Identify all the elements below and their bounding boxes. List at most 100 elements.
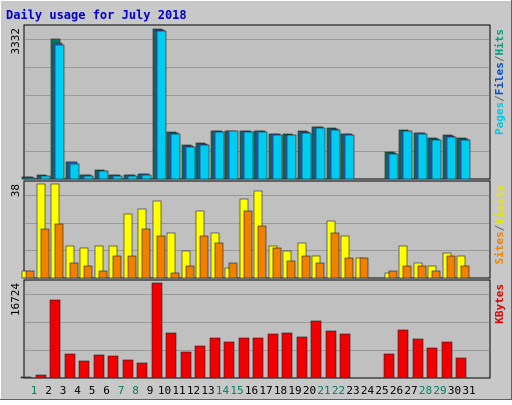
bar-kbytes-day-18 — [267, 333, 279, 379]
day-label-9: 9 — [147, 384, 154, 397]
bar-kbytes-day-3 — [49, 299, 61, 379]
bar-sites-day-31 — [460, 265, 470, 279]
bar-sites-day-5 — [83, 265, 93, 279]
bar-pages-day-21 — [315, 127, 326, 180]
bar-sites-day-21 — [315, 262, 325, 279]
bar-sites-day-27 — [402, 265, 412, 279]
bar-kbytes-day-31 — [455, 357, 467, 379]
bar-sites-day-17 — [257, 225, 267, 279]
bar-pages-day-29 — [431, 139, 442, 180]
day-label-6: 6 — [103, 384, 110, 397]
bar-kbytes-day-13 — [194, 345, 206, 379]
series-kbytes — [20, 282, 467, 379]
bar-sites-day-1 — [25, 270, 35, 279]
bar-pages-day-16 — [243, 131, 254, 180]
bar-sites-day-6 — [98, 270, 108, 279]
bar-kbytes-day-23 — [339, 333, 351, 379]
legend-item: Visits — [493, 185, 506, 225]
bar-pages-day-17 — [257, 131, 268, 180]
day-label-17: 17 — [259, 384, 272, 397]
day-label-13: 13 — [201, 384, 214, 397]
legend-item: Files — [493, 62, 506, 95]
panel-kbytes: 16724 KBytes — [9, 279, 506, 379]
bar-sites-day-20 — [301, 255, 311, 279]
legend-item: KBytes — [493, 284, 506, 324]
legend-item: / — [493, 55, 506, 62]
bar-pages-day-11 — [170, 133, 181, 180]
bar-kbytes-day-26 — [383, 353, 395, 379]
bar-pages-day-8 — [127, 175, 138, 180]
bar-kbytes-day-7 — [107, 355, 119, 379]
day-label-10: 10 — [158, 384, 171, 397]
day-label-24: 24 — [361, 384, 375, 397]
bar-sites-day-13 — [199, 235, 209, 279]
bar-pages-day-6 — [98, 170, 109, 180]
legend-item: / — [493, 224, 506, 231]
bar-kbytes-day-20 — [296, 336, 308, 379]
day-label-2: 2 — [45, 384, 52, 397]
bar-pages-day-28 — [417, 133, 428, 180]
bar-kbytes-day-22 — [325, 330, 337, 379]
bar-sites-day-30 — [446, 255, 456, 279]
bar-sites-day-4 — [69, 262, 79, 279]
bar-pages-day-22 — [330, 129, 341, 180]
bar-sites-day-9 — [141, 228, 151, 279]
bar-pages-day-4 — [69, 163, 80, 180]
series-legend-label: KBytes — [493, 284, 506, 324]
bar-sites-day-28 — [417, 265, 427, 279]
day-label-3: 3 — [60, 384, 67, 397]
bar-pages-day-31 — [460, 139, 471, 180]
bar-visits-day-11 — [166, 232, 176, 279]
series-legend-label: Sites/Visits — [493, 185, 506, 265]
bar-pages-day-14 — [214, 131, 225, 180]
bar-pages-day-2 — [40, 175, 51, 180]
bar-pages-day-18 — [272, 134, 283, 180]
bar-pages-day-26 — [388, 153, 399, 180]
day-label-28: 28 — [419, 384, 432, 397]
bar-kbytes-day-14 — [209, 337, 221, 379]
chart-title: Daily usage for July 2018 — [6, 8, 187, 22]
bar-kbytes-day-2 — [35, 374, 47, 379]
bar-sites-day-14 — [214, 242, 224, 279]
bar-sites-day-10 — [156, 235, 166, 279]
day-label-22: 22 — [332, 384, 345, 397]
bar-kbytes-day-1 — [20, 376, 32, 379]
max-value-label: 3332 — [9, 28, 22, 55]
max-value-label: 16724 — [9, 283, 22, 316]
day-label-29: 29 — [433, 384, 446, 397]
day-label-18: 18 — [274, 384, 287, 397]
bar-kbytes-day-10 — [151, 282, 163, 379]
bar-pages-day-10 — [156, 30, 167, 180]
bar-pages-day-5 — [83, 175, 94, 180]
day-label-20: 20 — [303, 384, 316, 397]
day-label-25: 25 — [375, 384, 388, 397]
bar-kbytes-day-4 — [64, 353, 76, 379]
day-label-15: 15 — [230, 384, 243, 397]
bar-pages-day-19 — [286, 134, 297, 180]
day-label-11: 11 — [172, 384, 185, 397]
bar-pages-day-9 — [141, 174, 152, 180]
bar-sites-day-24 — [359, 257, 369, 279]
bar-pages-day-1 — [25, 177, 36, 180]
bar-sites-day-16 — [243, 210, 253, 279]
bar-kbytes-day-17 — [252, 337, 264, 379]
bar-pages-day-3 — [54, 44, 65, 180]
bar-kbytes-day-30 — [441, 341, 453, 379]
day-label-19: 19 — [288, 384, 301, 397]
legend-item: / — [493, 95, 506, 102]
bar-kbytes-day-15 — [223, 341, 235, 379]
bar-sites-day-3 — [54, 223, 64, 279]
bar-kbytes-day-5 — [78, 360, 90, 379]
bar-pages-day-7 — [112, 175, 123, 180]
day-label-7: 7 — [118, 384, 125, 397]
bar-sites-day-23 — [344, 257, 354, 279]
panel-visits-sites: 38 Sites/Visits — [9, 180, 506, 279]
bar-sites-day-7 — [112, 255, 122, 279]
day-label-16: 16 — [245, 384, 258, 397]
legend-item: Hits — [493, 29, 506, 56]
day-label-12: 12 — [187, 384, 200, 397]
bar-kbytes-day-6 — [93, 354, 105, 379]
bar-pages-day-12 — [185, 146, 196, 180]
